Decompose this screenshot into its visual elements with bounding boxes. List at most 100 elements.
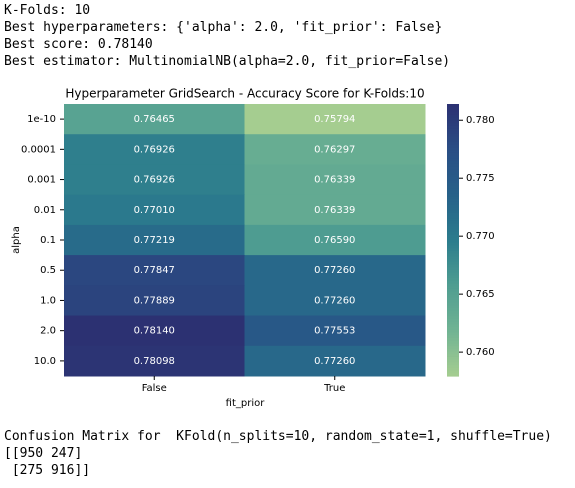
- colorbar-step: [447, 248, 459, 252]
- colorbar-step: [447, 161, 459, 165]
- colorbar-step: [447, 193, 459, 198]
- colorbar-step: [447, 144, 459, 149]
- colorbar-step: [447, 163, 459, 168]
- colorbar-step: [447, 237, 459, 241]
- y-tick-label: 2.0: [40, 326, 56, 337]
- colorbar-step: [447, 302, 459, 306]
- output-line: Confusion Matrix for KFold(n_splits=10, …: [4, 429, 552, 444]
- colorbar-step: [447, 139, 459, 143]
- cell-label: 0.76465: [134, 114, 175, 125]
- colorbar-step: [447, 359, 459, 363]
- colorbar-step: [447, 136, 459, 140]
- y-tick-label: 0.1: [40, 235, 56, 246]
- colorbar-step: [447, 286, 459, 290]
- colorbar-step: [447, 245, 459, 249]
- cell-label: 0.76590: [314, 235, 355, 246]
- colorbar-step: [447, 261, 459, 266]
- colorbar-step: [447, 182, 459, 187]
- colorbar-step: [447, 199, 459, 203]
- y-tick-label: 0.01: [34, 205, 56, 216]
- colorbar-step: [447, 123, 459, 127]
- colorbar-step: [447, 288, 459, 293]
- colorbar-step: [447, 324, 459, 328]
- cell-label: 0.75794: [314, 114, 355, 125]
- colorbar-step: [447, 253, 459, 257]
- heatmap-cell: [244, 255, 426, 286]
- colorbar-step: [447, 337, 459, 342]
- colorbar-step: [447, 242, 459, 247]
- colorbar-step: [447, 343, 459, 347]
- cell-label: 0.76339: [314, 175, 355, 186]
- colorbar-step: [447, 335, 459, 339]
- colorbar-step: [447, 220, 459, 225]
- heatmap-cell: [244, 104, 426, 135]
- heatmap-cell: [64, 194, 245, 226]
- colorbar-step: [447, 283, 459, 287]
- heatmap-cell: [244, 285, 426, 317]
- colorbar-step: [447, 267, 459, 271]
- colorbar-step: [447, 340, 459, 344]
- colorbar-step: [447, 207, 459, 211]
- y-tick-label: 0.5: [40, 265, 56, 276]
- colorbar-step: [447, 275, 459, 279]
- cell-label: 0.76926: [134, 175, 175, 186]
- colorbar-step: [447, 269, 459, 274]
- colorbar-step: [447, 172, 459, 176]
- colorbar-step: [447, 272, 459, 276]
- colorbar-step: [447, 321, 459, 325]
- colorbar-step: [447, 240, 459, 244]
- heatmap-cell: [244, 134, 426, 165]
- output-line: Best hyperparameters: {'alpha': 2.0, 'fi…: [4, 20, 443, 35]
- cell-label: 0.77889: [134, 295, 175, 306]
- colorbar-step: [447, 294, 459, 298]
- colorbar-step: [447, 212, 459, 217]
- y-tick-label: 0.001: [27, 175, 56, 186]
- colorbar-step: [447, 299, 459, 304]
- colorbar-step: [447, 310, 459, 315]
- colorbar-tick-label: 0.770: [466, 231, 495, 242]
- heatmap-cell: [64, 285, 245, 317]
- colorbar-step: [447, 365, 459, 369]
- header-output: K-Folds: 10 Best hyperparameters: {'alpha…: [4, 2, 450, 70]
- heatmap-cell: [64, 224, 245, 256]
- output-line: Best score: 0.78140: [4, 37, 153, 52]
- colorbar-step: [447, 256, 459, 260]
- colorbar-step: [447, 188, 459, 192]
- colorbar-step: [447, 201, 459, 206]
- cell-label: 0.76926: [134, 144, 175, 155]
- colorbar-step: [447, 308, 459, 312]
- colorbar-step: [447, 305, 459, 309]
- colorbar-step: [447, 297, 459, 301]
- heatmap-cell: [244, 315, 426, 347]
- chart: Hyperparameter GridSearch - Accuracy Sco…: [11, 87, 495, 410]
- colorbar-tick-label: 0.775: [466, 173, 495, 184]
- colorbar-step: [447, 174, 459, 179]
- heatmap-cell: [244, 164, 426, 196]
- colorbar-step: [447, 316, 459, 320]
- colorbar-step: [447, 280, 459, 285]
- output-line: [[950 247]: [4, 446, 83, 461]
- cell-label: 0.78098: [134, 356, 175, 367]
- cell-label: 0.77260: [314, 295, 355, 306]
- output-line: [275 916]]: [4, 463, 91, 478]
- heatmap-cell: [64, 255, 245, 286]
- colorbar-step: [447, 128, 459, 132]
- chart-title: Hyperparameter GridSearch - Accuracy Sco…: [65, 87, 424, 101]
- colorbar-step: [447, 370, 459, 374]
- colorbar-step: [447, 229, 459, 233]
- cell-label: 0.78140: [134, 326, 175, 337]
- colorbar-step: [447, 196, 459, 200]
- y-tick-label: 1e-10: [27, 114, 56, 125]
- colorbar-step: [447, 291, 459, 295]
- colorbar-step: [447, 155, 459, 159]
- cell-label: 0.77553: [314, 326, 355, 337]
- colorbar-step: [447, 259, 459, 263]
- colorbar-step: [447, 166, 459, 170]
- cell-label: 0.76297: [314, 144, 355, 155]
- colorbar-step: [447, 356, 459, 361]
- colorbar-step: [447, 218, 459, 222]
- heatmap-cell: [64, 315, 245, 347]
- output-line: Best estimator: MultinomialNB(alpha=2.0,…: [4, 54, 451, 69]
- colorbar-step: [447, 152, 459, 157]
